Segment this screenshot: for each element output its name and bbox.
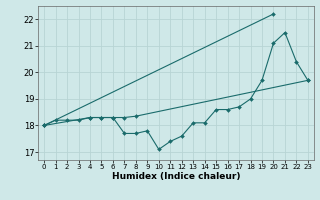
- X-axis label: Humidex (Indice chaleur): Humidex (Indice chaleur): [112, 172, 240, 181]
